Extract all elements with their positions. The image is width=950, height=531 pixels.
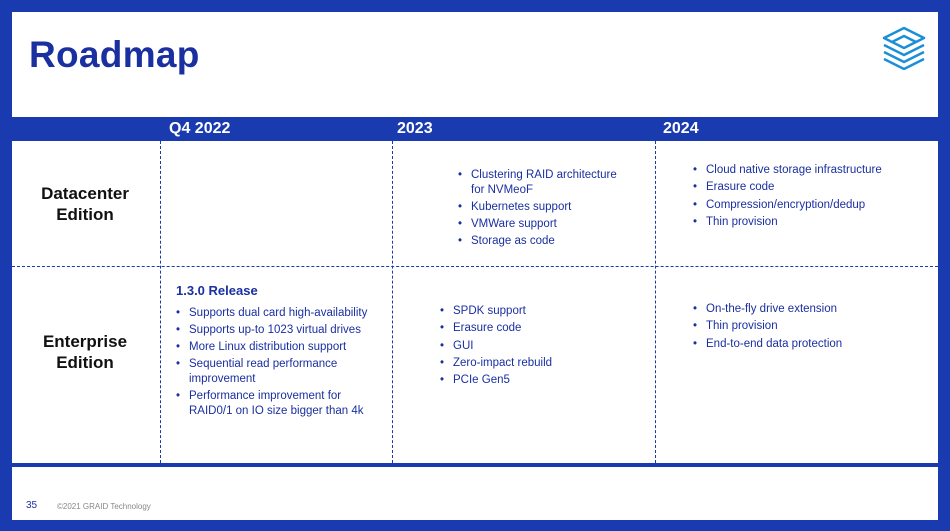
list-item: GUI: [440, 339, 640, 354]
column-header-bar: Q4 2022 2023 2024: [12, 117, 938, 141]
list-item: PCIe Gen5: [440, 373, 640, 388]
column-divider: [392, 141, 393, 463]
list-item: More Linux distribution support: [176, 340, 386, 355]
row-divider: [12, 266, 938, 267]
list-item: SPDK support: [440, 304, 640, 319]
bottom-bar: [12, 463, 938, 467]
row-label-datacenter: Datacenter Edition: [12, 183, 158, 225]
cell-enterprise-2024: On-the-fly drive extension Thin provisio…: [693, 302, 928, 354]
list-item: Sequential read performance improvement: [176, 357, 386, 386]
list-item: VMWare support: [458, 217, 628, 232]
list-item: Zero-impact rebuild: [440, 356, 640, 371]
row-label-enterprise: Enterprise Edition: [12, 331, 158, 373]
slide: Roadmap Q4 2022 2023 2024 Datacenter Edi…: [12, 12, 938, 520]
row-label-line: Datacenter: [41, 184, 129, 203]
copyright-text: ©2021 GRAID Technology: [57, 502, 151, 511]
list-item: Performance improvement for RAID0/1 on I…: [176, 389, 386, 418]
column-header-2023: 2023: [397, 120, 433, 137]
row-label-line: Edition: [56, 205, 114, 224]
cell-datacenter-2024: Cloud native storage infrastructure Eras…: [693, 163, 928, 232]
list-item: Cloud native storage infrastructure: [693, 163, 928, 178]
list-item: Supports dual card high-availability: [176, 306, 386, 321]
list-item: On-the-fly drive extension: [693, 302, 928, 317]
cell-enterprise-2023: SPDK support Erasure code GUI Zero-impac…: [440, 304, 640, 390]
release-title: 1.3.0 Release: [176, 283, 258, 298]
list-item: Kubernetes support: [458, 200, 628, 215]
column-divider: [160, 141, 161, 463]
cell-enterprise-q4-2022: 1.3.0 Release Supports dual card high-av…: [176, 283, 386, 421]
row-label-line: Enterprise: [42, 332, 128, 351]
column-divider: [655, 141, 656, 463]
list-item: Erasure code: [440, 321, 640, 336]
column-header-q4-2022: Q4 2022: [169, 120, 231, 137]
list-item: Erasure code: [693, 180, 928, 195]
stacked-layers-logo-icon: [882, 26, 926, 70]
list-item: Thin provision: [693, 215, 928, 230]
list-item: Compression/encryption/dedup: [693, 198, 928, 213]
column-header-2024: 2024: [663, 120, 699, 137]
cell-datacenter-2023: Clustering RAID architecture for NVMeoF …: [458, 168, 628, 252]
list-item: Supports up-to 1023 virtual drives: [176, 323, 386, 338]
list-item: End-to-end data protection: [693, 337, 928, 352]
list-item: Thin provision: [693, 319, 928, 334]
list-item: Storage as code: [458, 234, 628, 249]
list-item: Clustering RAID architecture for NVMeoF: [458, 168, 628, 197]
slide-title: Roadmap: [29, 34, 200, 75]
page-number: 35: [26, 500, 38, 511]
row-label-line: Edition: [56, 353, 114, 372]
